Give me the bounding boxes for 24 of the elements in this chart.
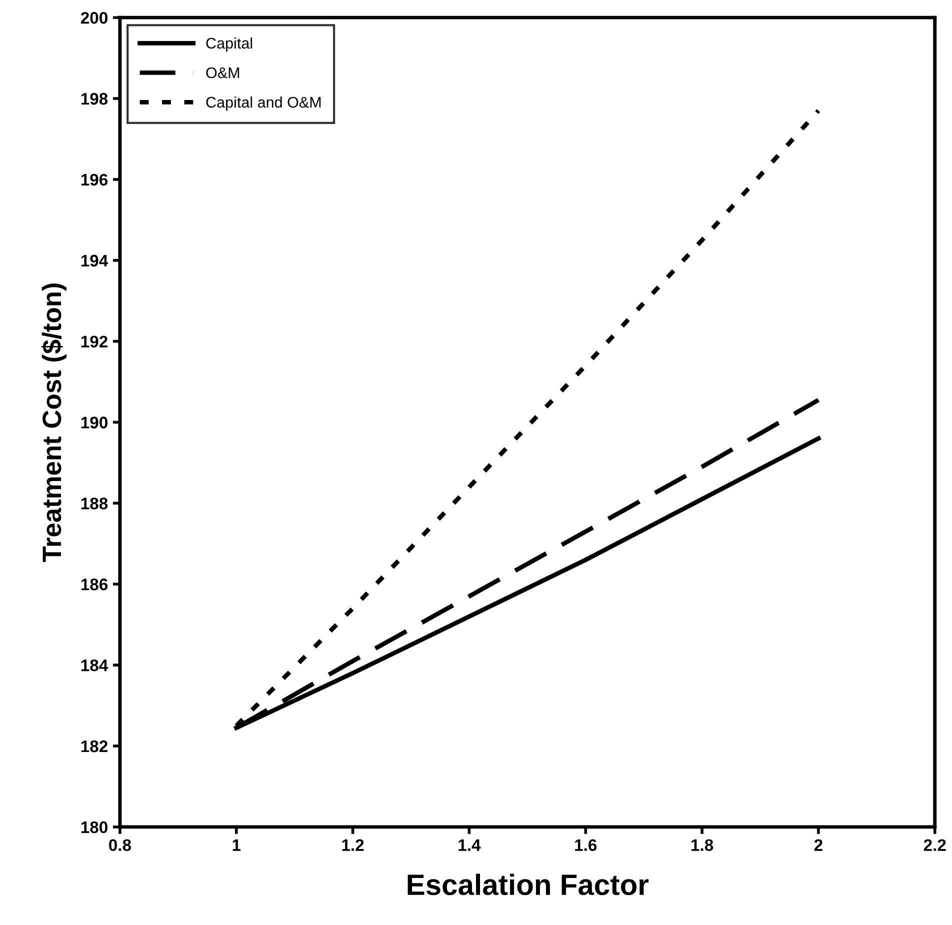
y-tick-label: 186 [81,578,108,590]
x-tick-label: 1.4 [458,839,481,851]
y-tick-label: 192 [81,336,108,348]
y-tick-label: 180 [81,821,108,834]
y-tick-label: 182 [81,740,108,752]
x-tick-label: 2.2 [924,839,946,851]
y-tick-label: 190 [81,416,108,428]
x-tick-label: 1 [232,839,241,851]
x-tick-label: 2 [814,839,822,851]
x-tick-label: 1.8 [692,839,714,851]
legend-label: O&M [206,67,240,78]
y-tick-label: 194 [81,254,108,267]
y-tick-label: 184 [81,659,108,672]
y-tick-label: 200 [80,12,108,24]
x-tick-label: 0.8 [109,839,132,851]
y-tick-label: 188 [81,498,108,510]
x-axis-title: Escalation Factor [408,874,649,896]
y-tick-label: 196 [81,174,108,186]
x-tick-label: 1.6 [575,839,597,851]
x-tick-label: 1.2 [342,839,364,851]
legend-label: Capital [206,37,252,52]
legend-label: Capital and O&M [206,96,321,111]
y-tick-label: 198 [81,92,108,105]
y-axis-title: Treatment Cost ($/ton) [41,284,66,562]
